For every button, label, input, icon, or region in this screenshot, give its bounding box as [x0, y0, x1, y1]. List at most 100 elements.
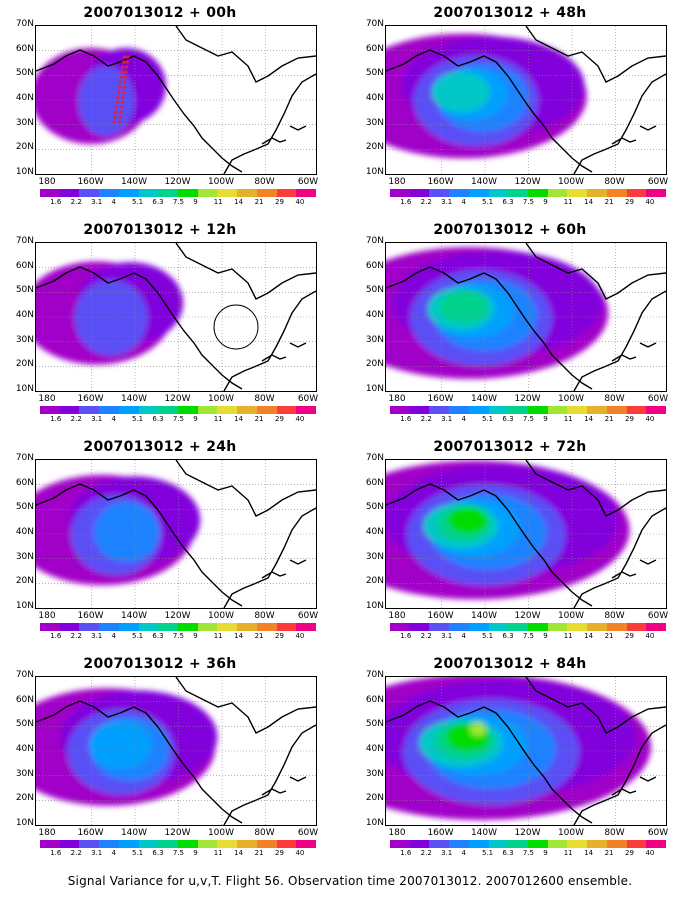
colorbar-swatch [197, 840, 218, 848]
longitude-tick-label: 80W [254, 177, 275, 187]
panel-title: 2007013012 + 12h [83, 222, 237, 238]
map-canvas [36, 677, 316, 825]
colorbar-swatch [449, 406, 469, 414]
longitude-tick-label: 160W [427, 611, 454, 621]
latitude-tick-label: 40N [365, 527, 384, 537]
longitude-tick-label: 160W [77, 394, 104, 404]
flight-track-point [122, 55, 126, 59]
colorbar-tick-label: 11 [563, 415, 573, 423]
flight-track-point [112, 120, 116, 124]
latitude-tick-label: 30N [365, 117, 384, 128]
longitude-tick-label: 60W [647, 177, 669, 187]
latitude-tick-label: 50N [15, 502, 34, 513]
colorbar-tick-label: 5.1 [131, 415, 144, 423]
coastline [36, 26, 316, 174]
colorbar [390, 623, 667, 631]
colorbar-swatch [567, 840, 588, 848]
latitude-tick-label: 60N [365, 260, 384, 271]
longitude-tick-label: 80W [254, 394, 275, 404]
longitude-tick-label: 60W [647, 828, 669, 838]
colorbar-swatch [587, 840, 607, 848]
colorbar-swatch [488, 189, 509, 197]
longitude-tick-label: 160W [427, 177, 454, 187]
map-canvas [36, 243, 316, 391]
colorbar-tick-label: 4 [111, 849, 116, 857]
panel-title: 2007013012 + 84h [433, 656, 587, 672]
longitude-tick-label: 100W [207, 177, 235, 187]
colorbar-swatch [138, 623, 159, 631]
colorbar-tick-label: 11 [563, 849, 573, 857]
latitude-tick-label: 70N [15, 19, 34, 29]
longitude-tick-label: 80W [604, 177, 625, 187]
colorbar-swatch [256, 406, 277, 414]
panel-title: 2007013012 + 72h [433, 439, 587, 455]
latitude-tick-label: 10N [365, 167, 384, 177]
colorbar-swatch [390, 623, 410, 631]
colorbar-tick-label: 1.6 [400, 415, 412, 423]
longitude-tick-label: 120W [514, 177, 541, 187]
colorbar-tick-label: 14 [584, 632, 594, 640]
colorbar-tick-label: 4 [111, 198, 116, 206]
longitude-tick-label: 60W [297, 177, 319, 187]
colorbar-swatch [178, 189, 198, 197]
latitude-tick-label: 40N [365, 310, 384, 320]
colorbar-swatch [99, 623, 119, 631]
colorbar-tick-label: 3.1 [91, 849, 103, 857]
colorbar-swatch [626, 406, 647, 414]
colorbar-tick-label: 6.3 [152, 198, 164, 206]
latitude-tick-label: 70N [365, 19, 384, 29]
colorbar-tick-label: 5.1 [481, 415, 494, 423]
colorbar-tick-label: 11 [213, 632, 223, 640]
panel-title: 2007013012 + 60h [433, 222, 587, 238]
coastline [36, 460, 316, 608]
colorbar-swatch [40, 840, 60, 848]
flight-track-point [125, 65, 129, 69]
colorbar-tick-label: 9 [193, 632, 198, 640]
longitude-tick-label: 120W [164, 611, 191, 621]
colorbar-swatch [296, 406, 317, 414]
longitude-tick-label: 140W [120, 611, 148, 621]
colorbar-swatch [508, 840, 529, 848]
colorbar-swatch [79, 189, 100, 197]
colorbar-tick-label: 3.1 [441, 632, 453, 640]
colorbar-swatch [138, 189, 159, 197]
longitude-tick-label: 120W [514, 611, 541, 621]
colorbar-tick-label: 5.1 [481, 632, 494, 640]
map-canvas [386, 26, 666, 174]
longitude-tick-label: 120W [514, 394, 541, 404]
flight-track-point [121, 65, 125, 69]
colorbar-tick-label: 2.2 [70, 415, 82, 423]
flight-track-point [126, 55, 130, 59]
colorbar-tick-label: 5.1 [481, 849, 494, 857]
figure-caption: Signal Variance for u,v,T. Flight 56. Ob… [67, 874, 633, 888]
colorbar-tick-label: 21 [254, 415, 264, 423]
colorbar-swatch [138, 840, 159, 848]
longitude-tick-label: 100W [557, 177, 585, 187]
map-canvas [36, 26, 316, 174]
flight-track-point [125, 60, 129, 64]
colorbar-labels: 1.6 2.2 3.1 4 5.1 6.3 7.5 9 11 14 21 29 40 [390, 198, 666, 206]
colorbar-tick-label: 5.1 [131, 198, 144, 206]
colorbar-tick-label: 4 [111, 632, 116, 640]
colorbar-swatch [409, 840, 430, 848]
colorbar-tick-label: 7.5 [522, 415, 534, 423]
colorbar-tick-label: 40 [295, 198, 305, 206]
colorbar-tick-label: 9 [543, 849, 548, 857]
colorbar-swatch [178, 406, 198, 414]
colorbar-swatch [626, 189, 647, 197]
colorbar-tick-label: 6.3 [152, 415, 164, 423]
latitude-tick-label: 50N [15, 285, 34, 296]
colorbar-labels: 1.6 2.2 3.1 4 5.1 6.3 7.5 9 11 14 21 29 40 [40, 632, 316, 640]
longitude-tick-label: 140W [470, 394, 498, 404]
colorbar-tick-label: 1.6 [400, 198, 412, 206]
colorbar [390, 189, 667, 197]
colorbar-swatch [567, 189, 588, 197]
colorbar-swatch [217, 623, 238, 631]
colorbar-tick-label: 3.1 [441, 849, 453, 857]
map-panel: 2007013012 + 00h 70N 60N 50N 40N 30N 20N 10N 180… [0, 5, 330, 220]
longitude-tick-label: 160W [77, 177, 104, 187]
colorbar-swatch [197, 623, 218, 631]
colorbar-tick-label: 14 [234, 198, 244, 206]
colorbar-swatch [256, 840, 277, 848]
latitude-tick-label: 40N [15, 310, 34, 320]
